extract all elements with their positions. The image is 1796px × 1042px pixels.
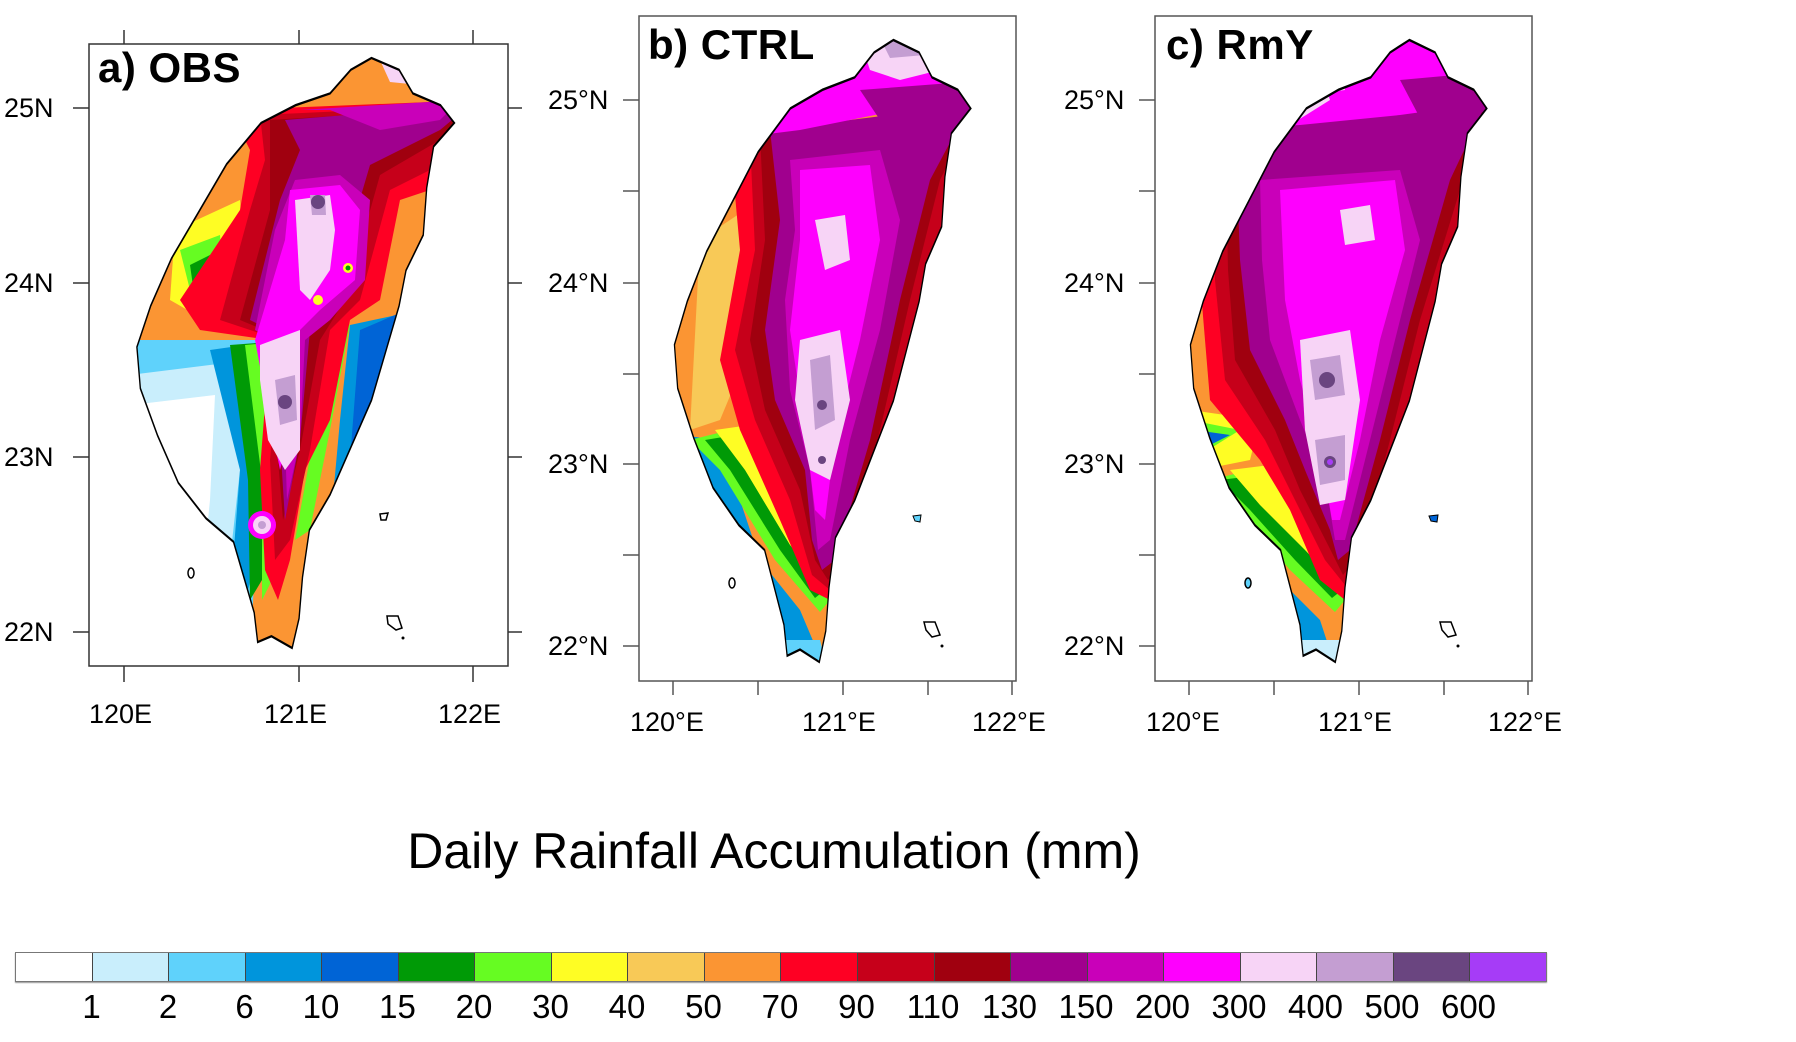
colorbar-tick-label: 15 — [379, 988, 416, 1025]
colorbar-segment — [1240, 953, 1318, 981]
panel-a-ticks — [73, 30, 522, 682]
panel-c — [1139, 16, 1532, 695]
panel-b-lon-label: 121°E — [802, 707, 876, 737]
panel-a-lon-label: 122E — [438, 699, 502, 729]
colorbar-segment — [475, 953, 552, 981]
colorbar-tick-label: 40 — [608, 988, 646, 1025]
colorbar — [15, 952, 1547, 982]
panel-b-lon-label: 120°E — [630, 707, 704, 737]
colorbar-title-wrap: Daily Rainfall Accumulation (mm) — [0, 826, 1796, 876]
colorbar-segment — [169, 953, 246, 981]
panel-a-lat-label: 22N — [4, 617, 54, 647]
panel-c-lon-label: 122°E — [1488, 707, 1562, 737]
colorbar-tick-label: 600 — [1440, 988, 1497, 1025]
colorbar-segment — [16, 953, 93, 981]
colorbar-segment — [1317, 953, 1394, 981]
panel-c-lat-label: 22°N — [1064, 631, 1125, 661]
colorbar-tick-label: 130 — [981, 988, 1038, 1025]
panel-a-lat-label: 24N — [4, 268, 54, 298]
panel-c-lat-label: 23°N — [1064, 449, 1125, 479]
colorbar-tick-label: 110 — [906, 988, 960, 1025]
panel-a-title: a) OBS — [98, 44, 242, 91]
panel-a-lon-label: 120E — [89, 699, 153, 729]
colorbar-tick-label: 6 — [235, 988, 254, 1025]
panel-b-lat-label: 25°N — [548, 85, 609, 115]
colorbar-segment — [1164, 953, 1241, 981]
panel-c-ticks — [1139, 99, 1529, 695]
colorbar-tick-label: 300 — [1211, 988, 1267, 1025]
colorbar-segment — [934, 953, 1012, 981]
colorbar-segment — [1470, 953, 1546, 981]
panel-b — [623, 16, 1016, 695]
colorbar-segment — [1011, 953, 1088, 981]
colorbar-segment — [322, 953, 399, 981]
colorbar-tick-label: 400 — [1287, 988, 1344, 1025]
colorbar-tick-label: 50 — [685, 988, 722, 1025]
colorbar-tick-label: 150 — [1058, 988, 1114, 1025]
colorbar-segment — [781, 953, 859, 981]
colorbar-segment — [398, 953, 476, 981]
colorbar-segment — [628, 953, 705, 981]
colorbar-tick-label: 1 — [82, 988, 101, 1025]
colorbar-segment — [1393, 953, 1471, 981]
colorbar-title: Daily Rainfall Accumulation (mm) — [407, 823, 1141, 879]
colorbar-segment — [551, 953, 629, 981]
panel-b-lat-label: 24°N — [548, 268, 609, 298]
colorbar-tick-label: 30 — [532, 988, 569, 1025]
colorbar-segment — [92, 953, 170, 981]
colorbar-segment — [858, 953, 935, 981]
colorbar-tick-label: 200 — [1134, 988, 1191, 1025]
colorbar-tick-label: 90 — [838, 988, 875, 1025]
colorbar-tick-label: 70 — [761, 988, 799, 1025]
panel-c-title: c) RmY — [1166, 21, 1314, 68]
colorbar-tick-label: 500 — [1364, 988, 1420, 1025]
colorbar-tick-label: 20 — [455, 988, 493, 1025]
panel-a-lat-label: 23N — [4, 442, 54, 472]
panel-a-lon-label: 121E — [264, 699, 328, 729]
panel-c-lon-label: 120°E — [1146, 707, 1220, 737]
panel-b-lon-label: 122°E — [972, 707, 1046, 737]
panel-a — [73, 30, 522, 682]
panel-b-lat-label: 22°N — [548, 631, 609, 661]
colorbar-tick-label: 2 — [158, 988, 178, 1025]
panel-b-lat-label: 23°N — [548, 449, 609, 479]
panel-c-lon-label: 121°E — [1318, 707, 1392, 737]
colorbar-segment — [1087, 953, 1165, 981]
colorbar-segment — [704, 953, 782, 981]
panel-c-lat-label: 25°N — [1064, 85, 1125, 115]
panel-b-title: b) CTRL — [648, 21, 815, 68]
panel-b-ticks — [623, 99, 1013, 695]
panel-c-lat-label: 24°N — [1064, 268, 1125, 298]
colorbar-segment — [245, 953, 323, 981]
panel-a-lat-label: 25N — [4, 93, 54, 123]
colorbar-tick-label: 10 — [302, 988, 340, 1025]
